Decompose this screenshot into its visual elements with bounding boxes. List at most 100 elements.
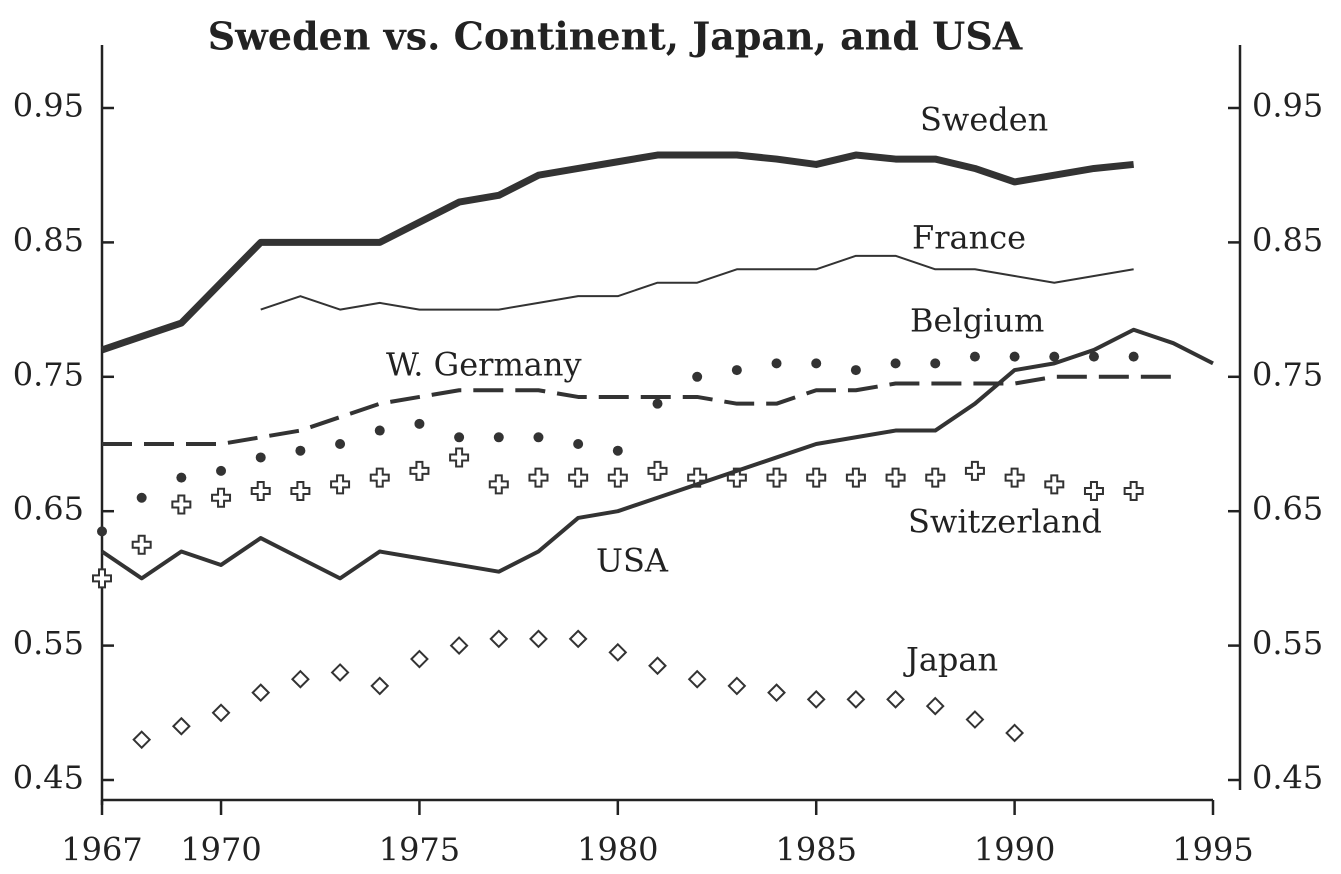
diamond-marker [290, 669, 310, 689]
cross-marker [1083, 481, 1104, 502]
series-line [260, 254, 1134, 311]
series-label: Japan [903, 641, 998, 679]
dot-marker [335, 439, 346, 449]
diamond-marker [806, 689, 826, 709]
dot-marker [652, 398, 663, 409]
dot-marker [1128, 351, 1139, 362]
dot-marker [216, 465, 227, 476]
y2-tick-label: 0.85 [1252, 221, 1323, 259]
y-tick-label: 0.95 [13, 87, 84, 125]
diamond-marker [687, 669, 707, 689]
y2-tick-label: 0.95 [1252, 87, 1323, 125]
series-label: Sweden [920, 101, 1048, 139]
series-line [102, 374, 1174, 446]
dot-marker [255, 452, 266, 463]
cross-marker [290, 481, 311, 502]
cross-marker [964, 460, 985, 481]
diamond-marker [370, 676, 390, 696]
dot-marker [533, 432, 544, 443]
dot-marker [1009, 351, 1020, 362]
diamond-marker [965, 710, 985, 729]
dot-marker [1049, 351, 1060, 362]
dot-marker [731, 365, 742, 376]
dot-marker [692, 371, 703, 382]
y-tick-label: 0.85 [13, 221, 84, 259]
y2-tick-label: 0.65 [1252, 490, 1323, 528]
series-label: W. Germany [386, 346, 582, 384]
y-tick-label: 0.65 [13, 490, 84, 528]
dot-marker [771, 358, 782, 369]
y2-tick-label: 0.45 [1252, 759, 1323, 797]
cross-marker [1123, 481, 1144, 502]
diamond-marker [568, 629, 588, 649]
dot-marker [930, 358, 941, 369]
diamond-marker [251, 683, 271, 703]
cross-marker [647, 460, 668, 481]
cross-marker [92, 568, 112, 589]
diamond-marker [489, 629, 509, 649]
series-label: France [912, 219, 1026, 257]
y-tick-label: 0.45 [13, 759, 84, 797]
diamond-marker [529, 629, 548, 649]
x-tick-label: 1990 [974, 831, 1055, 869]
diamond-marker [211, 703, 231, 723]
cross-marker [806, 467, 827, 488]
cross-marker [925, 467, 946, 488]
dot-marker [1088, 351, 1099, 362]
diamond-marker [171, 716, 191, 736]
dot-marker [454, 432, 465, 443]
cross-marker [449, 447, 470, 468]
diamond-marker [449, 636, 469, 656]
x-tick-label: 1985 [775, 831, 856, 869]
diamond-marker [767, 683, 786, 703]
series-line [100, 151, 1134, 354]
series-label: Switzerland [908, 503, 1102, 541]
cross-marker [845, 467, 866, 488]
cross-marker [488, 474, 509, 495]
cross-marker [568, 467, 589, 488]
dot-marker [850, 365, 861, 376]
diamond-marker [1005, 723, 1025, 743]
dot-marker [374, 425, 385, 436]
diamond-marker [727, 676, 747, 696]
dot-marker [295, 445, 306, 456]
cross-marker [766, 467, 787, 488]
cross-marker [528, 467, 549, 488]
diamond-marker [648, 656, 667, 676]
cross-marker [1044, 474, 1065, 495]
x-tick-label: 1975 [379, 831, 460, 869]
y2-tick-label: 0.55 [1252, 624, 1323, 662]
diamond-marker [330, 663, 350, 682]
series-line [100, 327, 1214, 581]
dot-marker [890, 358, 901, 369]
dot-marker [811, 358, 822, 369]
dot-marker [612, 445, 623, 456]
y-tick-label: 0.75 [13, 355, 84, 393]
cross-marker [607, 467, 628, 488]
diamond-marker [925, 696, 945, 716]
cross-marker [885, 467, 906, 488]
dot-marker [136, 492, 147, 503]
x-tick-label: 1980 [577, 831, 658, 869]
cross-marker [687, 467, 708, 488]
diamond-marker [846, 689, 866, 709]
cross-marker [330, 474, 351, 495]
y2-tick-label: 0.75 [1252, 355, 1323, 393]
dot-marker [493, 432, 504, 443]
dot-marker [969, 351, 980, 362]
dot-marker [414, 418, 425, 429]
dot-marker [573, 439, 584, 449]
x-tick-label: 1970 [180, 831, 261, 869]
cross-marker [171, 494, 192, 515]
diamond-marker [886, 689, 905, 709]
diamond-marker [608, 642, 628, 662]
chart-title: Sweden vs. Continent, Japan, and USA [208, 14, 1023, 59]
cross-marker [131, 534, 152, 555]
cross-marker [409, 460, 430, 481]
series-label: USA [596, 542, 669, 580]
cross-marker [1004, 467, 1025, 488]
x-tick-label: 1967 [61, 831, 142, 869]
cross-marker [250, 481, 271, 502]
diamond-marker [410, 649, 429, 669]
